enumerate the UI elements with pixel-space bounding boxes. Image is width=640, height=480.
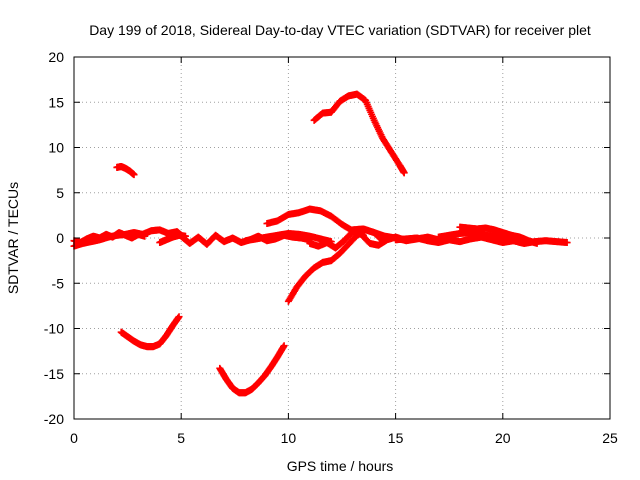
- series-arc-8: [242, 229, 335, 246]
- data-point: [175, 313, 183, 321]
- data-layer: [70, 90, 571, 397]
- x-tick-label: 5: [177, 430, 185, 446]
- data-point: [130, 171, 138, 179]
- x-axis-title: GPS time / hours: [287, 458, 394, 474]
- tick-layer: 0 5 10 15 20 25 -20 -15 -10 -5 0 5 10 15 20: [44, 49, 618, 446]
- series-arc-16: [434, 229, 528, 247]
- chart-title: Day 199 of 2018, Sidereal Day-to-day VTE…: [89, 22, 591, 38]
- data-point: [563, 239, 571, 247]
- series-arc-10: [284, 226, 387, 305]
- series-arc-7: [216, 342, 288, 397]
- y-tick-label: -15: [44, 366, 64, 382]
- y-tick-label: -10: [44, 321, 64, 337]
- x-tick-label: 0: [70, 430, 78, 446]
- y-axis-title: SDTVAR / TECUs: [5, 182, 21, 294]
- series-arc-3: [113, 163, 138, 179]
- data-point: [400, 169, 408, 177]
- data-point: [520, 239, 528, 247]
- x-tick-label: 10: [281, 430, 297, 446]
- data-point: [280, 342, 288, 350]
- series-arc-12: [310, 90, 408, 177]
- y-tick-label: 20: [48, 49, 64, 65]
- y-tick-label: -5: [52, 275, 65, 291]
- y-tick-label: -20: [44, 411, 64, 427]
- x-tick-label: 15: [388, 430, 404, 446]
- data-point: [533, 239, 541, 247]
- y-tick-label: 10: [48, 140, 64, 156]
- y-tick-label: 15: [48, 94, 64, 110]
- x-tick-label: 25: [602, 430, 618, 446]
- y-tick-label: 0: [56, 230, 64, 246]
- y-tick-label: 5: [56, 185, 64, 201]
- series-arc-4: [117, 313, 183, 351]
- x-tick-label: 20: [495, 430, 511, 446]
